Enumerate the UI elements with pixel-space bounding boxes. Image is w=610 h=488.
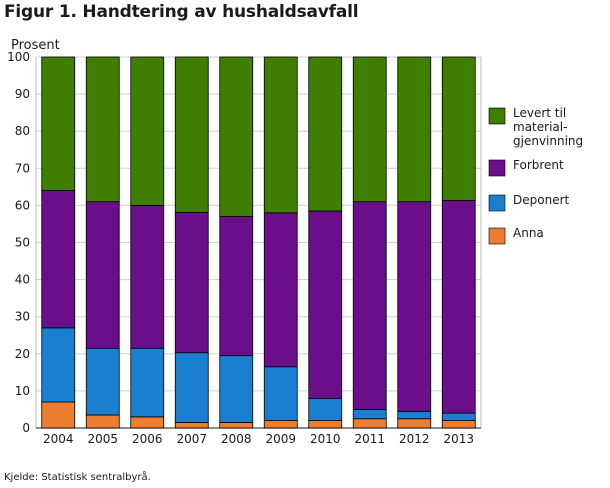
bar-segment-anna-2005 bbox=[85, 414, 120, 429]
y-tick-label: 0 bbox=[22, 421, 30, 435]
bar-segment-deponert-2004 bbox=[41, 327, 76, 403]
bar-segment-levert-til-material-gjenvinning-2010 bbox=[308, 56, 343, 212]
legend-label: gjenvinning bbox=[513, 134, 583, 148]
bar-segment-forbrent-2010 bbox=[308, 210, 343, 399]
y-tick-label: 60 bbox=[15, 198, 30, 212]
y-tick-label: 20 bbox=[15, 347, 30, 361]
source-note: Kjelde: Statistisk sentralbyrå. bbox=[4, 472, 151, 483]
y-tick-label: 10 bbox=[15, 384, 30, 398]
bar-segment-anna-2007 bbox=[174, 422, 209, 429]
bar-segment-forbrent-2012 bbox=[397, 201, 432, 412]
y-axis-label: Prosent bbox=[11, 38, 60, 53]
y-tick-label: 80 bbox=[15, 124, 30, 138]
bar-segment-deponert-2006 bbox=[130, 347, 165, 418]
bar-segment-levert-til-material-gjenvinning-2004 bbox=[41, 56, 76, 191]
bar-segment-levert-til-material-gjenvinning-2011 bbox=[352, 56, 387, 203]
bar-segment-levert-til-material-gjenvinning-2006 bbox=[130, 56, 165, 206]
bar-segment-deponert-2005 bbox=[85, 347, 120, 416]
x-tick-label: 2008 bbox=[221, 432, 252, 446]
legend-swatch bbox=[488, 194, 506, 212]
bar-segment-forbrent-2005 bbox=[85, 201, 120, 349]
bar-segment-levert-til-material-gjenvinning-2005 bbox=[85, 56, 120, 203]
bar-segment-forbrent-2011 bbox=[352, 201, 387, 410]
y-tick-label: 30 bbox=[15, 310, 30, 324]
y-tick-label: 100 bbox=[7, 50, 30, 64]
bar-segment-forbrent-2007 bbox=[174, 212, 209, 354]
x-tick-label: 2007 bbox=[176, 432, 207, 446]
bar-segment-levert-til-material-gjenvinning-2009 bbox=[263, 56, 298, 214]
bar-segment-deponert-2010 bbox=[308, 397, 343, 421]
bar-segment-anna-2011 bbox=[352, 418, 387, 429]
bar-segment-deponert-2009 bbox=[263, 366, 298, 421]
bar-segment-anna-2006 bbox=[130, 416, 165, 429]
legend-label: Deponert bbox=[513, 193, 570, 207]
bar-segment-forbrent-2008 bbox=[219, 216, 254, 357]
bar-segment-deponert-2011 bbox=[352, 409, 387, 420]
bar-segment-anna-2008 bbox=[219, 422, 254, 429]
bar-segment-deponert-2008 bbox=[219, 355, 254, 423]
legend-swatch bbox=[488, 107, 506, 125]
y-tick-label: 90 bbox=[15, 87, 30, 101]
bar-segment-anna-2004 bbox=[41, 401, 76, 429]
y-tick-label: 50 bbox=[15, 236, 30, 250]
x-tick-label: 2010 bbox=[310, 432, 341, 446]
bar-segment-deponert-2007 bbox=[174, 352, 209, 423]
x-tick-label: 2009 bbox=[265, 432, 296, 446]
y-tick-label: 40 bbox=[15, 273, 30, 287]
bar-segment-anna-2009 bbox=[263, 420, 298, 429]
legend-label: Anna bbox=[513, 226, 544, 240]
y-tick-labels: 0 10 20 30 40 50 60 70 80 90 100 bbox=[7, 50, 30, 435]
x-tick-label: 2011 bbox=[354, 432, 385, 446]
bar-segment-anna-2013 bbox=[441, 420, 476, 429]
bar-segment-levert-til-material-gjenvinning-2007 bbox=[174, 56, 209, 213]
bars bbox=[41, 56, 476, 429]
bar-segment-anna-2010 bbox=[308, 420, 343, 429]
bar-segment-deponert-2013 bbox=[441, 412, 476, 421]
legend-swatch bbox=[488, 159, 506, 177]
x-tick-label: 2013 bbox=[443, 432, 474, 446]
bar-segment-levert-til-material-gjenvinning-2013 bbox=[441, 56, 476, 201]
legend-label: Levert til bbox=[513, 106, 566, 120]
x-tick-label: 2006 bbox=[132, 432, 163, 446]
legend-label: Forbrent bbox=[513, 158, 564, 172]
bar-segment-deponert-2012 bbox=[397, 410, 432, 420]
x-tick-labels: 2004 2005 2006 2007 2008 2009 2010 2011 2012 2013 bbox=[43, 432, 474, 446]
x-tick-label: 2012 bbox=[399, 432, 430, 446]
x-tick-label: 2004 bbox=[43, 432, 74, 446]
bar-segment-levert-til-material-gjenvinning-2008 bbox=[219, 56, 254, 217]
y-tick-label: 70 bbox=[15, 161, 30, 175]
bar-segment-forbrent-2004 bbox=[41, 190, 76, 329]
x-tick-label: 2005 bbox=[87, 432, 118, 446]
chart-title: Figur 1. Handtering av hushaldsavfall bbox=[4, 2, 359, 22]
bar-segment-anna-2012 bbox=[397, 418, 432, 429]
bar-segment-forbrent-2006 bbox=[130, 204, 165, 349]
bar-segment-forbrent-2013 bbox=[441, 200, 476, 414]
legend-swatch bbox=[488, 227, 506, 245]
legend-label: material- bbox=[513, 120, 567, 134]
bar-segment-forbrent-2009 bbox=[263, 212, 298, 368]
bar-segment-levert-til-material-gjenvinning-2012 bbox=[397, 56, 432, 203]
